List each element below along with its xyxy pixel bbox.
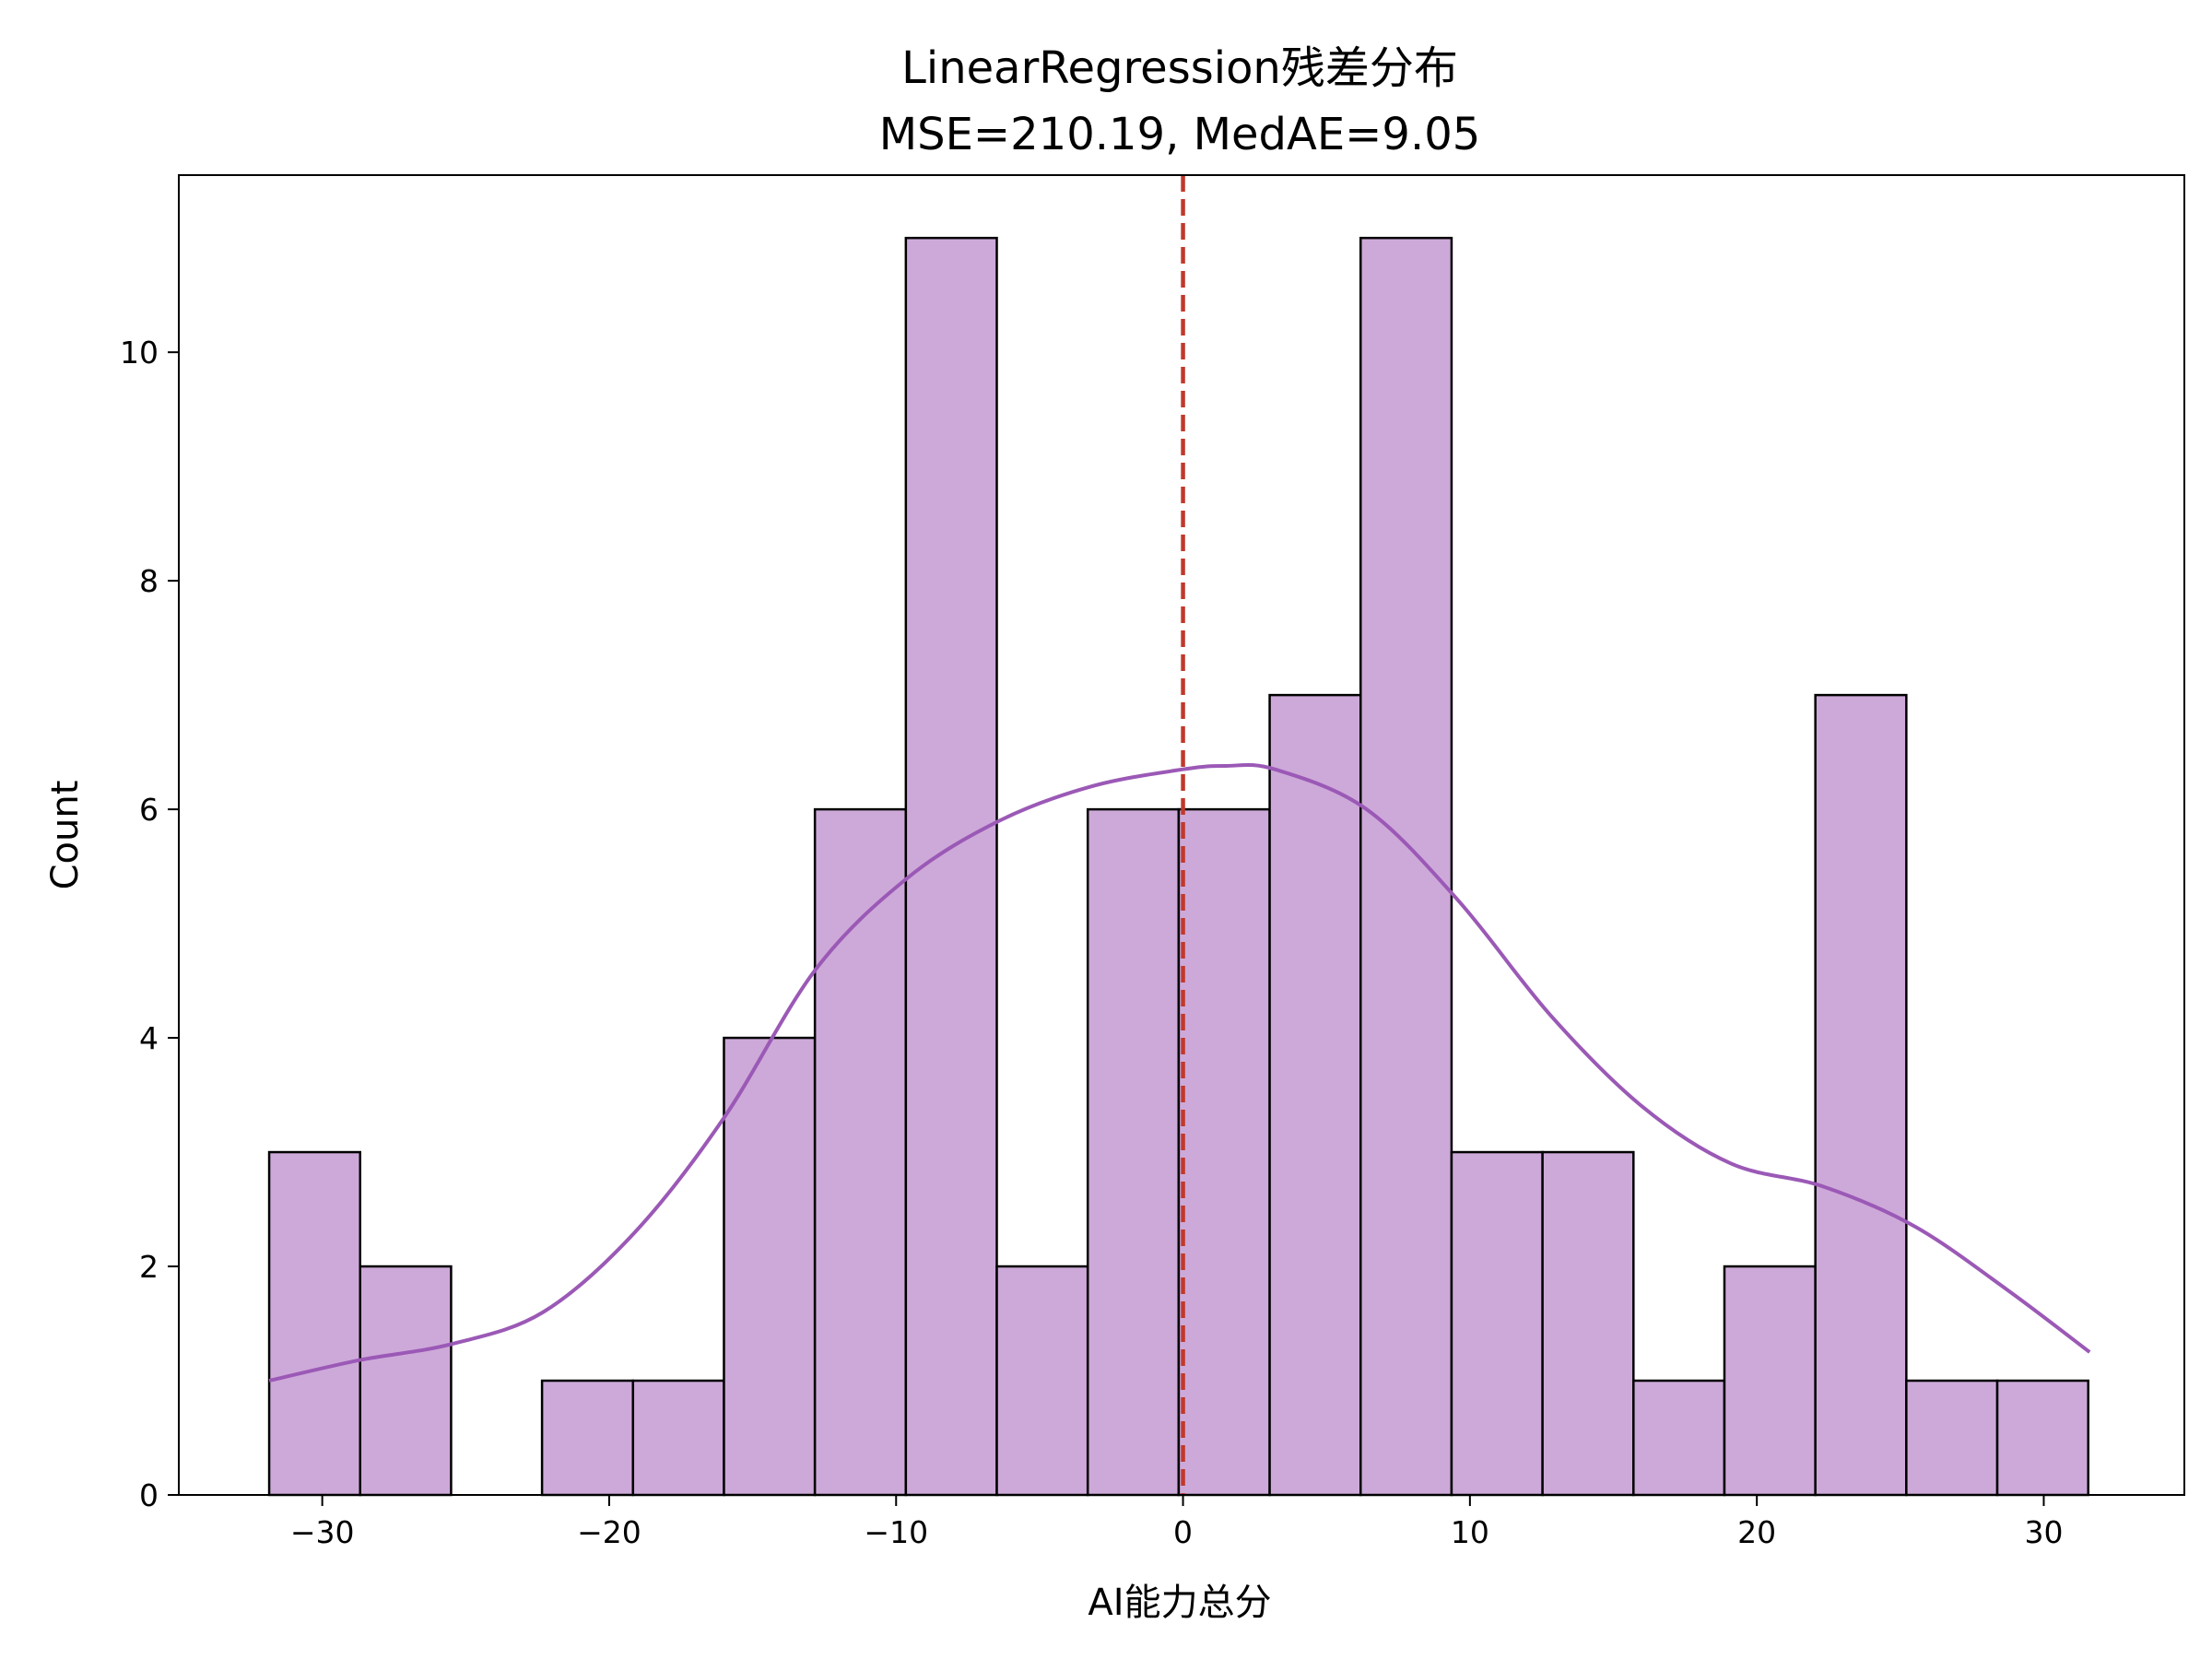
y-tick-label: 2 xyxy=(139,1249,159,1285)
histogram-bar xyxy=(813,807,908,1497)
chart-subtitle: MSE=210.19, MedAE=9.05 xyxy=(879,109,1481,160)
y-tick-label: 4 xyxy=(139,1020,159,1056)
histogram-bar xyxy=(1723,1265,1817,1497)
histogram-bar xyxy=(1450,1150,1544,1497)
histogram-bar xyxy=(631,1379,725,1497)
x-tick-label: 20 xyxy=(1737,1514,1776,1550)
x-tick-label: −20 xyxy=(577,1514,641,1550)
y-tick-label: 6 xyxy=(139,792,159,828)
histogram-bar xyxy=(1268,693,1362,1497)
histogram-bar xyxy=(1905,1379,1999,1497)
chart-title: LinearRegression残差分布 xyxy=(901,42,1458,94)
x-tick-label: 30 xyxy=(2024,1514,2063,1550)
histogram-bar xyxy=(1632,1379,1726,1497)
y-tick-label: 10 xyxy=(120,335,159,371)
y-axis-ticks: 0 2 4 6 8 10 xyxy=(120,335,179,1513)
x-tick-label: 10 xyxy=(1451,1514,1489,1550)
y-axis-label: Count xyxy=(44,781,87,890)
histogram-bar xyxy=(1086,807,1181,1497)
plot-frame xyxy=(178,174,2185,1496)
y-tick-label: 0 xyxy=(139,1477,159,1513)
x-axis-label: AI能力总分 xyxy=(1088,1582,1271,1624)
x-tick-label: 0 xyxy=(1173,1514,1193,1550)
histogram-bar xyxy=(1177,807,1271,1497)
histogram-bar xyxy=(723,1036,817,1497)
histogram-bar xyxy=(267,1150,361,1497)
x-axis-ticks: −30 −20 −10 0 10 20 30 xyxy=(290,1495,2063,1550)
kde-curve-group xyxy=(268,762,2091,1382)
histogram-bar xyxy=(540,1379,635,1497)
histogram-bar xyxy=(995,1265,1089,1497)
histogram-bar xyxy=(1541,1150,1635,1497)
x-tick-label: −10 xyxy=(864,1514,928,1550)
y-tick-label: 8 xyxy=(139,563,159,599)
x-tick-label: −30 xyxy=(290,1514,355,1550)
histogram-bars xyxy=(267,236,2089,1497)
histogram-bar xyxy=(1995,1379,2089,1497)
kde-curve xyxy=(268,762,2091,1382)
histogram-bar xyxy=(359,1265,453,1497)
histogram-bar xyxy=(1359,236,1453,1497)
histogram-bar xyxy=(1814,693,1908,1497)
